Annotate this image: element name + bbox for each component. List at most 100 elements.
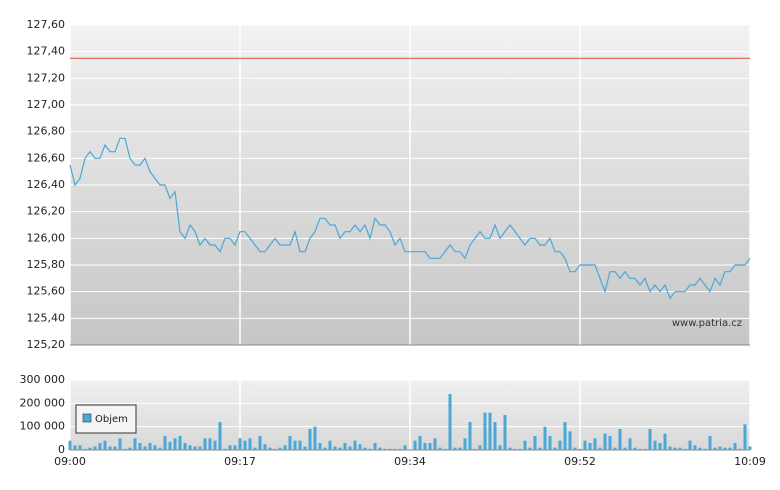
y-tick-label: 100 000: [20, 420, 66, 433]
volume-bar: [443, 448, 447, 450]
volume-bar: [633, 447, 637, 450]
volume-bar: [428, 443, 432, 450]
volume-bar: [448, 394, 452, 450]
volume-bar: [403, 445, 407, 450]
volume-bar: [503, 415, 507, 450]
y-tick-label: 125,80: [27, 258, 66, 271]
volume-bar: [653, 440, 657, 450]
y-tick-label: 127,40: [27, 45, 66, 58]
volume-bar: [108, 446, 112, 450]
volume-bar: [373, 443, 377, 450]
volume-bar: [308, 429, 312, 450]
volume-bar: [423, 443, 427, 450]
volume-bar: [473, 448, 477, 450]
volume-bar: [323, 447, 327, 450]
volume-bar: [513, 448, 517, 450]
volume-bar: [568, 431, 572, 450]
y-tick-label: 125,60: [27, 285, 66, 298]
volume-bar: [553, 447, 557, 450]
volume-bar: [463, 438, 467, 450]
volume-bar: [223, 448, 227, 450]
volume-bar: [493, 422, 497, 450]
volume-bar: [673, 447, 677, 450]
volume-bar: [343, 443, 347, 450]
volume-bar: [298, 440, 302, 450]
volume-bar: [643, 448, 647, 450]
volume-bar: [613, 447, 617, 450]
volume-bar: [178, 436, 182, 450]
y-tick-label: 126,60: [27, 151, 66, 164]
watermark: www.patria.cz: [672, 318, 742, 329]
volume-bar: [88, 447, 92, 450]
y-tick-label: 126,40: [27, 178, 66, 191]
volume-bar: [283, 445, 287, 450]
volume-bar: [183, 443, 187, 450]
volume-bar: [698, 447, 702, 450]
volume-bar: [488, 412, 492, 450]
volume-bar: [118, 438, 122, 450]
volume-bar: [393, 448, 397, 450]
volume-bar: [623, 447, 627, 450]
volume-bar: [238, 438, 242, 450]
volume-bar: [483, 412, 487, 450]
volume-bar: [528, 447, 532, 450]
volume-bar: [248, 438, 252, 450]
volume-bar: [278, 447, 282, 450]
volume-bar: [688, 440, 692, 450]
legend-label: Objem: [95, 414, 128, 425]
volume-bar: [198, 446, 202, 450]
volume-bar: [418, 436, 422, 450]
volume-bar: [188, 445, 192, 450]
volume-bar: [68, 440, 72, 450]
price-line: [69, 137, 751, 300]
volume-bar: [438, 447, 442, 450]
legend-swatch: [82, 413, 92, 423]
volume-bar: [723, 447, 727, 450]
volume-bar: [728, 447, 732, 450]
volume-bar: [478, 445, 482, 450]
volume-bar: [338, 447, 342, 450]
volume-bar: [213, 440, 217, 450]
volume-bar: [318, 443, 322, 450]
volume-bar: [173, 438, 177, 450]
volume-bar: [733, 443, 737, 450]
volume-bar: [693, 445, 697, 450]
x-tick-label: 09:34: [394, 455, 426, 468]
y-tick-label: 200 000: [20, 396, 66, 409]
volume-bar: [508, 447, 512, 450]
volume-bar: [113, 446, 117, 450]
y-tick-label: 127,00: [27, 98, 66, 111]
volume-bar: [668, 446, 672, 450]
volume-bar: [348, 446, 352, 450]
volume-bar: [618, 429, 622, 450]
volume-bar: [638, 448, 642, 450]
y-tick-label: 0: [58, 443, 65, 456]
volume-bar: [683, 448, 687, 450]
x-tick-label: 09:00: [54, 455, 86, 468]
volume-bar: [163, 436, 167, 450]
volume-bar: [588, 443, 592, 450]
volume-bar: [328, 440, 332, 450]
volume-bar: [128, 447, 132, 450]
y-tick-label: 126,80: [27, 125, 66, 138]
volume-bar: [718, 446, 722, 450]
volume-bar: [468, 422, 472, 450]
volume-bar: [253, 447, 257, 450]
volume-bar: [738, 448, 742, 450]
volume-bar: [83, 448, 87, 450]
volume-bar: [548, 436, 552, 450]
volume-bar: [303, 446, 307, 450]
volume-bar: [518, 448, 522, 450]
volume-bar: [228, 445, 232, 450]
volume-bar: [218, 422, 222, 450]
volume-bar: [603, 433, 607, 450]
volume-bar: [358, 444, 362, 450]
volume-bar: [73, 445, 77, 450]
volume-bar: [648, 429, 652, 450]
volume-bar: [678, 447, 682, 450]
volume-bar: [313, 426, 317, 450]
volume-bar: [143, 446, 147, 450]
volume-bar: [533, 436, 537, 450]
volume-bar: [523, 440, 527, 450]
